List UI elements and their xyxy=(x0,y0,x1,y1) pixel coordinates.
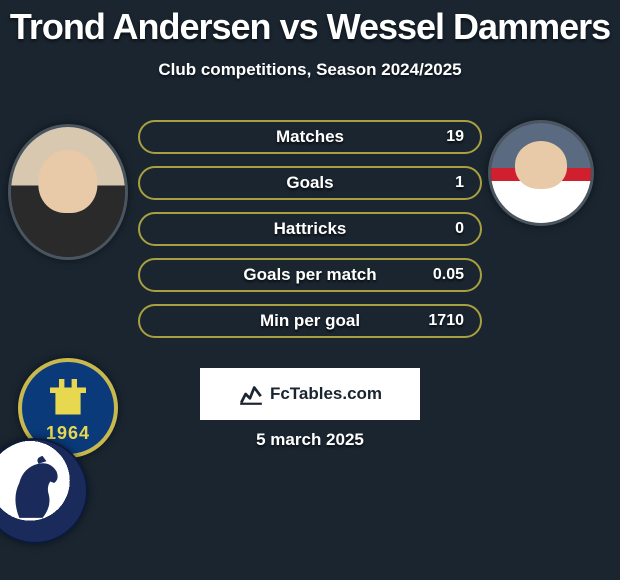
stat-value: 0.05 xyxy=(433,266,464,284)
page-title: Trond Andersen vs Wessel Dammers xyxy=(0,0,620,48)
source-badge: FcTables.com xyxy=(200,368,420,420)
stat-bar: Hattricks 0 xyxy=(138,212,482,246)
stat-label: Goals per match xyxy=(243,265,376,285)
player1-portrait xyxy=(8,124,128,260)
stat-label: Min per goal xyxy=(260,311,360,331)
stat-bar: Goals per match 0.05 xyxy=(138,258,482,292)
stat-label: Hattricks xyxy=(274,219,347,239)
club2-crest xyxy=(0,438,88,544)
stat-bar: Goals 1 xyxy=(138,166,482,200)
stat-value: 1 xyxy=(455,174,464,192)
stat-value: 1710 xyxy=(428,312,464,330)
stat-value: 19 xyxy=(446,128,464,146)
stat-label: Matches xyxy=(276,127,344,147)
player1-name: Trond Andersen xyxy=(10,6,271,47)
stat-value: 0 xyxy=(455,220,464,238)
face-placeholder xyxy=(491,123,591,223)
face-placeholder xyxy=(11,127,125,257)
source-text: FcTables.com xyxy=(270,384,382,404)
player2-portrait xyxy=(488,120,594,226)
stats-bars: Matches 19 Goals 1 Hattricks 0 Goals per… xyxy=(138,120,482,350)
subtitle: Club competitions, Season 2024/2025 xyxy=(0,60,620,80)
date-text: 5 march 2025 xyxy=(0,430,620,450)
vs-text: vs xyxy=(280,6,318,47)
stat-bar: Matches 19 xyxy=(138,120,482,154)
player2-name: Wessel Dammers xyxy=(327,6,611,47)
horse-icon xyxy=(0,452,76,530)
chart-icon xyxy=(238,381,264,407)
stat-label: Goals xyxy=(286,173,333,193)
stat-bar: Min per goal 1710 xyxy=(138,304,482,338)
